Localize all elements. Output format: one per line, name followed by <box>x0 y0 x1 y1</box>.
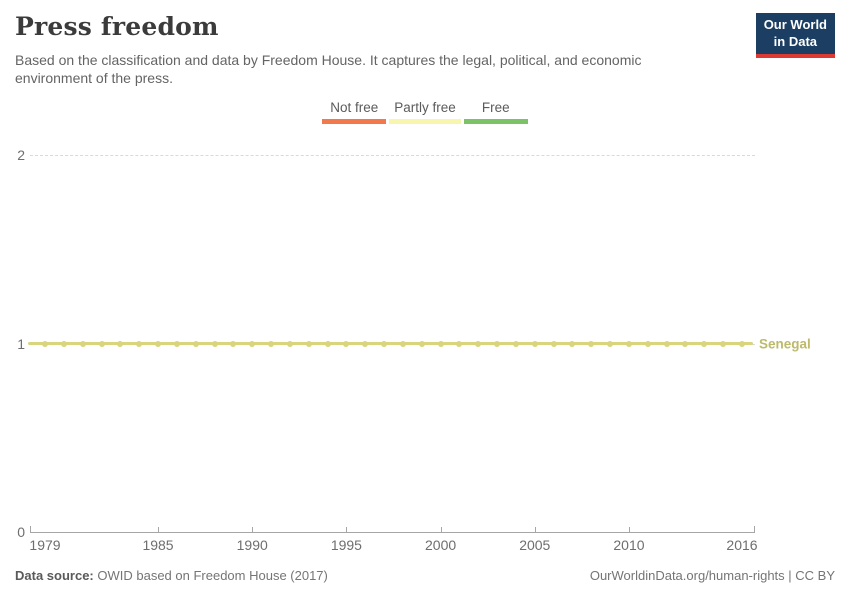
legend-item-swatch <box>463 119 528 124</box>
page-title: Press freedom <box>15 12 219 41</box>
legend-item-label: Not free <box>330 100 379 115</box>
data-point-dot <box>79 340 86 347</box>
footer: Data source: OWID based on Freedom House… <box>15 568 835 583</box>
data-point-dot <box>418 340 425 347</box>
chart-subtitle: Based on the classification and data by … <box>15 52 642 87</box>
data-point-dot <box>512 340 519 347</box>
x-axis-label: 1990 <box>236 537 268 553</box>
data-point-dot <box>155 340 162 347</box>
data-point-dot <box>569 340 576 347</box>
x-axis-label: 2000 <box>425 537 457 553</box>
series-line <box>28 342 753 345</box>
data-point-dot <box>625 340 632 347</box>
data-point-dot <box>249 340 256 347</box>
data-point-dot <box>343 340 350 347</box>
data-point-dot <box>588 340 595 347</box>
data-point-dot <box>682 340 689 347</box>
data-point-dot <box>136 340 143 347</box>
data-point-dot <box>456 340 463 347</box>
data-point-dot <box>399 340 406 347</box>
series-entity-label: Senegal <box>759 336 811 351</box>
data-point-dot <box>192 340 199 347</box>
x-axis-label: 2016 <box>726 537 758 553</box>
data-point-dot <box>98 340 105 347</box>
x-axis-label: 1985 <box>142 537 174 553</box>
x-axis-tick <box>628 527 630 532</box>
data-point-dot <box>739 340 745 347</box>
data-point-dot <box>550 340 557 347</box>
data-source-text: OWID based on Freedom House (2017) <box>93 568 328 583</box>
data-point-dot <box>607 340 614 347</box>
owid-logo-line1: Our World <box>763 17 827 32</box>
owid-logo-line2: in Data <box>773 33 818 49</box>
legend-item-label: Free <box>481 100 510 115</box>
data-point-dot <box>42 340 48 347</box>
data-point-dot <box>531 340 538 347</box>
gridline <box>30 155 755 156</box>
y-axis-label: 2 <box>17 147 25 163</box>
data-point-dot <box>720 340 727 347</box>
legend-item-label: Partly free <box>394 100 456 115</box>
data-point-dot <box>494 340 501 347</box>
owid-logo[interactable]: Our World in Data <box>755 13 835 58</box>
data-point-dot <box>644 340 651 347</box>
x-axis-line <box>30 532 755 533</box>
data-point-dot <box>324 340 331 347</box>
x-axis-tick <box>158 527 160 532</box>
x-axis-tick <box>252 527 254 532</box>
legend-item-swatch <box>322 119 387 124</box>
y-axis-label: 1 <box>17 335 25 352</box>
x-axis-tick <box>440 527 442 532</box>
x-axis-end-tick <box>754 526 755 532</box>
data-point-dot <box>663 340 670 347</box>
data-point-dot <box>475 340 482 347</box>
data-source: Data source: OWID based on Freedom House… <box>15 568 328 583</box>
data-point-dot <box>286 340 293 347</box>
data-point-dot <box>381 340 388 347</box>
x-axis-label: 2005 <box>519 537 551 553</box>
x-axis-tick <box>346 527 348 532</box>
data-point-dot <box>60 340 67 347</box>
data-source-label: Data source: <box>15 568 94 583</box>
x-axis-tick <box>534 527 536 532</box>
x-axis-label: 1995 <box>330 537 362 553</box>
data-point-dot <box>305 340 312 347</box>
footer-link[interactable]: OurWorldinData.org/human-rights | CC BY <box>589 568 835 583</box>
legend-item-swatch <box>389 119 461 124</box>
legend-item: Not free <box>322 100 387 124</box>
data-point-dot <box>362 340 369 347</box>
x-axis-label: 2010 <box>613 537 645 553</box>
data-point-dot <box>268 340 275 347</box>
data-point-dot <box>437 340 444 347</box>
x-axis-label: 1979 <box>29 537 61 553</box>
y-axis-label: 0 <box>17 524 25 540</box>
legend: Not free Partly free Free <box>0 100 850 124</box>
x-axis-end-tick <box>30 526 31 532</box>
data-point-dot <box>117 340 124 347</box>
data-point-dot <box>230 340 237 347</box>
legend-item: Partly free <box>389 100 461 124</box>
data-point-dot <box>701 340 708 347</box>
data-point-dot <box>173 340 180 347</box>
legend-item: Free <box>463 100 528 124</box>
data-point-dot <box>211 340 218 347</box>
